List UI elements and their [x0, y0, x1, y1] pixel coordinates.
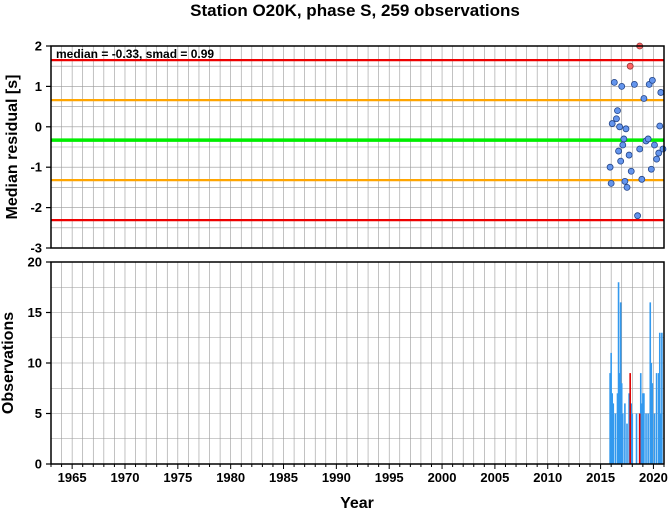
observations-y-ticks: 0 5 10 15 20 — [28, 255, 51, 472]
year-x-axis-label: Year — [340, 495, 374, 511]
year-tick-label: 1965 — [58, 470, 87, 485]
residual-y-axis-label: Median residual [s] — [4, 75, 21, 220]
observations-y-tick-label: 20 — [28, 255, 42, 270]
residual-grid — [50, 45, 665, 249]
residual-point — [616, 123, 624, 131]
observations-y-tick-label: 5 — [35, 406, 42, 421]
residual-point — [623, 183, 631, 191]
residual-y-tick-label: -2 — [30, 200, 42, 215]
year-tick-label: 2005 — [480, 470, 509, 485]
residual-point — [644, 135, 652, 143]
residual-point — [636, 145, 644, 153]
residual-point — [610, 78, 618, 86]
year-tick-label: 1980 — [216, 470, 245, 485]
residual-reference-lines — [51, 59, 664, 222]
residual-point — [640, 95, 648, 102]
observations-y-axis-label: Observations — [0, 312, 17, 414]
year-tick-label: 1995 — [375, 470, 404, 485]
residual-y-ticks: -3 -2 -1 0 1 2 — [30, 39, 51, 256]
observations-y-tick-label: 10 — [28, 356, 42, 371]
residual-point — [620, 135, 628, 143]
residual-point — [631, 80, 638, 88]
residual-panel: -3 -2 -1 0 1 2 median = -0.33, smad = 0.99 Me… — [4, 39, 667, 256]
observations-bars — [609, 282, 663, 464]
year-tick-label: 1990 — [322, 470, 351, 485]
residual-point — [615, 147, 622, 155]
chart-title: Station O20K, phase S, 259 observations — [190, 1, 520, 20]
residual-point — [617, 157, 625, 165]
year-tick-label: 2010 — [533, 470, 562, 485]
observations-y-tick-label: 15 — [28, 305, 42, 320]
residual-point — [653, 155, 661, 163]
residual-point — [625, 151, 633, 159]
residual-y-tick-label: 0 — [35, 119, 42, 134]
observations-y-tick-label: 0 — [35, 457, 42, 472]
residual-plot-frame — [50, 45, 665, 249]
year-tick-label: 1985 — [269, 470, 298, 485]
residual-point — [607, 179, 615, 187]
year-tick-label: 2000 — [428, 470, 457, 485]
observations-grid — [50, 261, 665, 465]
residual-point — [659, 145, 667, 153]
year-tick-label: 2020 — [639, 470, 668, 485]
outlier-point — [626, 62, 634, 70]
residual-point — [651, 141, 658, 149]
residual-point — [647, 165, 655, 173]
year-tick-label: 2015 — [586, 470, 615, 485]
residual-point — [618, 83, 626, 90]
residual-point — [621, 177, 629, 185]
residual-y-tick-label: 2 — [35, 39, 42, 54]
residual-point — [613, 115, 620, 123]
residual-y-tick-label: -1 — [30, 160, 42, 175]
observations-panel: 0 5 10 15 20 1965 1970 1975 1980 1985 1990 1995 200… — [0, 255, 668, 511]
residual-y-tick-label: -3 — [30, 241, 42, 256]
residual-point — [608, 120, 616, 127]
median-smad-annotation: median = -0.33, smad = 0.99 — [56, 47, 214, 61]
year-tick-label: 1970 — [111, 470, 140, 485]
residual-point — [657, 89, 665, 96]
residual-point — [634, 212, 641, 220]
residual-points — [606, 42, 667, 220]
year-x-ticks: 1965 1970 1975 1980 1985 1990 1995 2000 2005 2010… — [50, 464, 668, 485]
residual-point — [648, 76, 656, 84]
residual-point — [655, 149, 663, 157]
residual-point — [656, 122, 664, 130]
residual-point — [622, 125, 630, 133]
residual-point — [619, 141, 627, 149]
residual-point — [627, 167, 635, 175]
residual-point — [638, 175, 646, 183]
residual-y-tick-label: 1 — [35, 79, 42, 94]
year-tick-label: 1975 — [163, 470, 192, 485]
residual-point — [614, 107, 621, 115]
residual-point — [606, 163, 614, 171]
